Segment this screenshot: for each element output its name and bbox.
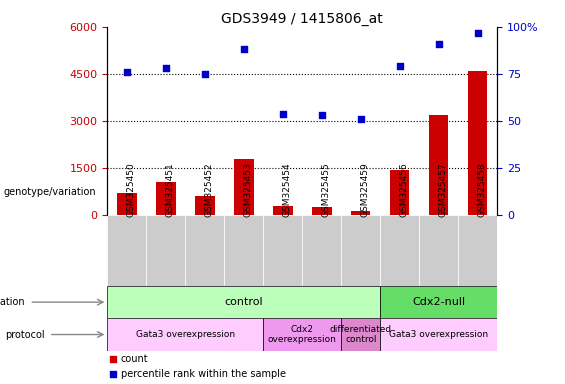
- Title: GDS3949 / 1415806_at: GDS3949 / 1415806_at: [221, 12, 383, 26]
- Text: Cdx2
overexpression: Cdx2 overexpression: [268, 325, 337, 344]
- Text: count: count: [121, 354, 149, 364]
- Bar: [429, 115, 449, 215]
- Bar: [341, 215, 380, 286]
- Bar: [146, 215, 185, 286]
- Text: GSM325452: GSM325452: [205, 163, 214, 217]
- Bar: [351, 210, 371, 215]
- Bar: [380, 286, 497, 318]
- Bar: [419, 215, 458, 286]
- Point: [473, 30, 482, 36]
- Point: [122, 69, 131, 75]
- Text: GSM325453: GSM325453: [244, 163, 253, 217]
- Point: [162, 65, 171, 71]
- Bar: [458, 215, 497, 286]
- Text: Gata3 overexpression: Gata3 overexpression: [136, 330, 235, 339]
- Bar: [263, 215, 302, 286]
- Bar: [302, 215, 341, 286]
- Text: GSM325450: GSM325450: [127, 163, 136, 217]
- Bar: [185, 215, 224, 286]
- Text: genotype/variation: genotype/variation: [0, 297, 25, 307]
- Point: [200, 71, 209, 77]
- Point: [108, 356, 118, 362]
- Point: [434, 41, 443, 47]
- Bar: [107, 286, 380, 318]
- Text: GSM325456: GSM325456: [399, 163, 408, 217]
- Bar: [107, 215, 146, 286]
- Text: GSM325459: GSM325459: [360, 163, 370, 217]
- Bar: [468, 71, 488, 215]
- Bar: [390, 170, 410, 215]
- Text: GSM325451: GSM325451: [166, 163, 175, 217]
- Bar: [273, 206, 293, 215]
- Text: differentiated
control: differentiated control: [330, 325, 392, 344]
- Bar: [312, 207, 332, 215]
- Text: Cdx2-null: Cdx2-null: [412, 297, 466, 307]
- Bar: [224, 215, 263, 286]
- Bar: [263, 318, 341, 351]
- Text: control: control: [224, 297, 263, 307]
- Point: [395, 63, 404, 70]
- Text: percentile rank within the sample: percentile rank within the sample: [121, 369, 286, 379]
- Point: [239, 46, 248, 53]
- Bar: [195, 197, 215, 215]
- Bar: [341, 318, 380, 351]
- Bar: [117, 193, 137, 215]
- Text: genotype/variation: genotype/variation: [3, 187, 96, 197]
- Bar: [156, 182, 176, 215]
- Bar: [380, 318, 497, 351]
- Text: GSM325454: GSM325454: [282, 163, 292, 217]
- Text: GSM325458: GSM325458: [477, 163, 486, 217]
- Text: protocol: protocol: [5, 329, 45, 339]
- Bar: [380, 215, 419, 286]
- Point: [278, 111, 287, 117]
- Text: GSM325457: GSM325457: [438, 163, 447, 217]
- Text: GSM325455: GSM325455: [321, 163, 331, 217]
- Text: Gata3 overexpression: Gata3 overexpression: [389, 330, 488, 339]
- Point: [356, 116, 365, 122]
- Bar: [234, 159, 254, 215]
- Point: [317, 113, 326, 119]
- Point: [108, 371, 118, 377]
- Bar: [107, 318, 263, 351]
